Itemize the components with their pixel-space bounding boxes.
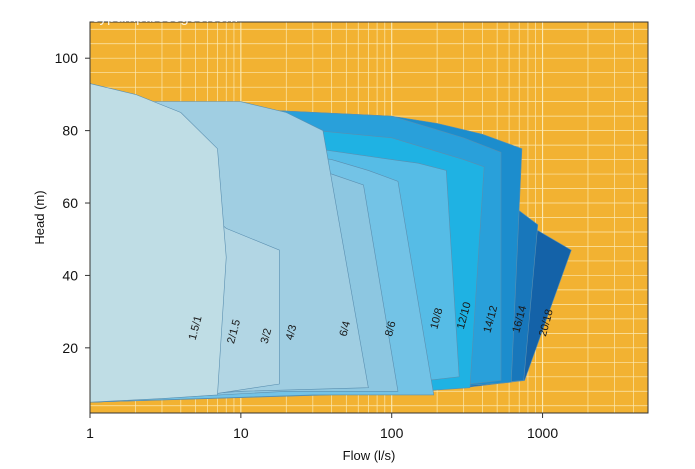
y-tick-label: 20 [62,340,78,356]
region-label: 8/6 [383,320,399,338]
y-tick-label: 100 [55,50,79,66]
x-tick-label: 100 [380,425,404,441]
region-label: 6/4 [338,320,354,338]
y-tick-label: 60 [62,195,78,211]
y-tick-label: 80 [62,123,78,139]
region-label: 10/8 [428,307,445,331]
x-tick-label: 1000 [527,425,558,441]
y-axis-title: Head (m) [32,190,47,244]
y-tick-label: 40 [62,267,78,283]
plot-frame [89,21,649,414]
series-regions [89,83,572,403]
region-label: 3/2 [259,327,275,345]
x-axis-title: Flow (l/s) [343,448,396,463]
x-tick-label: 1 [86,425,94,441]
region-label: 4/3 [284,323,300,341]
y-axis-ticks: 20 40 60 80 100 [55,50,90,356]
watermark-text: sypump.bossgoo.com [92,9,238,26]
x-axis-ticks: 1 10 100 1000 [86,413,558,441]
x-tick-label: 10 [233,425,249,441]
